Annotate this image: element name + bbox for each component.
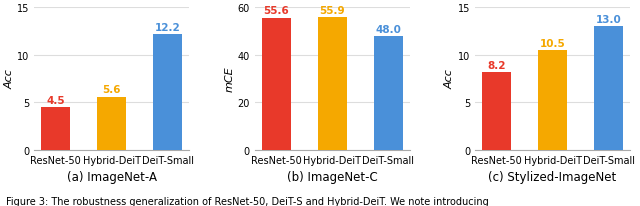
X-axis label: (c) Stylized-ImageNet: (c) Stylized-ImageNet	[488, 170, 617, 183]
Text: 48.0: 48.0	[375, 25, 401, 34]
X-axis label: (b) ImageNet-C: (b) ImageNet-C	[287, 170, 378, 183]
Text: 55.9: 55.9	[319, 6, 345, 16]
Y-axis label: mCE: mCE	[225, 66, 234, 92]
Bar	[317, 18, 347, 150]
Bar	[538, 51, 567, 150]
Text: 13.0: 13.0	[596, 15, 621, 25]
Bar	[97, 97, 126, 150]
Text: Figure 3: The robustness generalization of ResNet-50, DeiT-S and Hybrid-DeiT. We: Figure 3: The robustness generalization …	[6, 196, 489, 206]
Bar	[482, 73, 511, 150]
Text: 55.6: 55.6	[263, 6, 289, 16]
Text: 12.2: 12.2	[155, 22, 180, 33]
Bar	[594, 27, 623, 150]
Bar	[41, 108, 70, 150]
Y-axis label: Acc: Acc	[4, 69, 14, 89]
X-axis label: (a) ImageNet-A: (a) ImageNet-A	[67, 170, 157, 183]
Bar	[153, 35, 182, 150]
Text: 8.2: 8.2	[487, 60, 506, 70]
Y-axis label: Acc: Acc	[445, 69, 455, 89]
Text: 10.5: 10.5	[540, 39, 565, 49]
Text: 5.6: 5.6	[102, 85, 121, 95]
Bar	[262, 19, 291, 150]
Bar	[374, 36, 403, 150]
Text: 4.5: 4.5	[47, 95, 65, 105]
